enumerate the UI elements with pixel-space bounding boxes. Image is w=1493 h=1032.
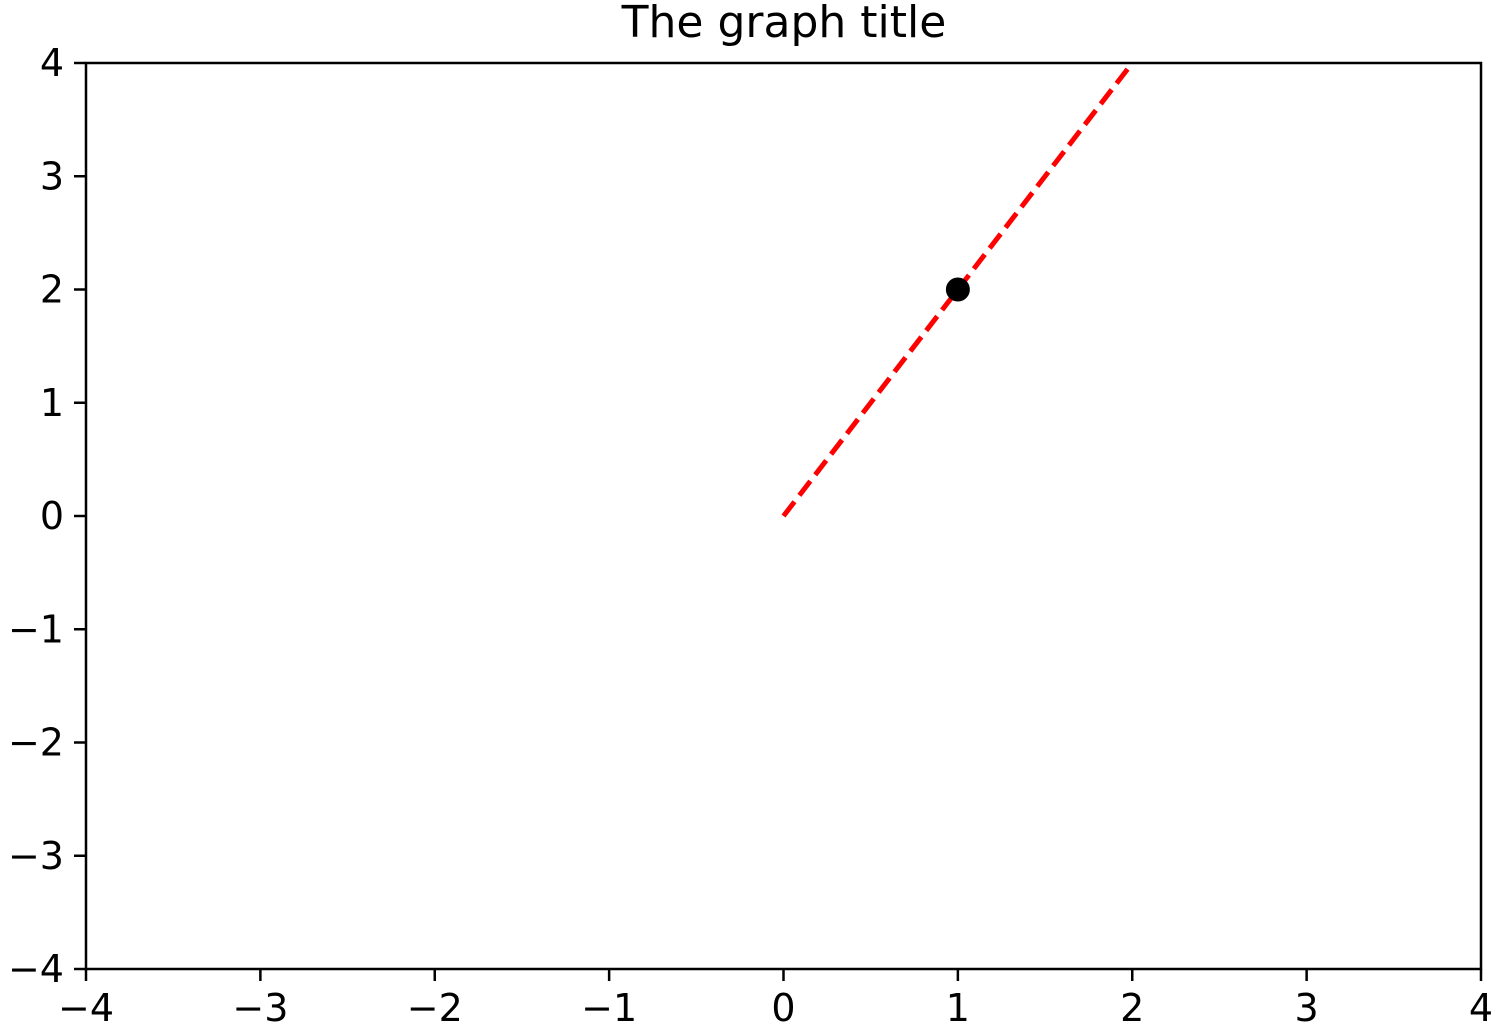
axes-frame	[84, 61, 1483, 971]
x-tick-label: −3	[232, 986, 288, 1030]
y-tick-label: −4	[8, 947, 64, 991]
x-tick-label: −4	[58, 986, 114, 1030]
scatter-point	[945, 277, 970, 302]
x-tick-label: 0	[771, 986, 795, 1030]
y-tick-label: 0	[40, 494, 64, 538]
y-tick-label: −1	[8, 607, 64, 651]
y-axis: −4 −3 −2 −1 0 1 2 3 4	[8, 41, 86, 991]
x-tick-label: −1	[581, 986, 637, 1030]
chart-title: The graph title	[621, 0, 947, 48]
y-tick-label: 3	[40, 154, 64, 198]
x-tick-label: −2	[407, 986, 463, 1030]
x-tick-label: 2	[1120, 986, 1144, 1030]
line-series	[781, 61, 1135, 518]
x-tick-label: 4	[1469, 986, 1493, 1030]
x-tick-label: 3	[1295, 986, 1319, 1030]
y-tick-label: 1	[40, 381, 64, 425]
y-tick-label: −2	[8, 721, 64, 765]
y-tick-label: 4	[40, 41, 64, 85]
x-axis: −4 −3 −2 −1 0 1 2 3 4	[58, 969, 1493, 1030]
series-layer	[781, 61, 1135, 518]
y-tick-label: −3	[8, 834, 64, 878]
y-tick-label: 2	[40, 268, 64, 312]
x-tick-label: 1	[946, 986, 970, 1030]
